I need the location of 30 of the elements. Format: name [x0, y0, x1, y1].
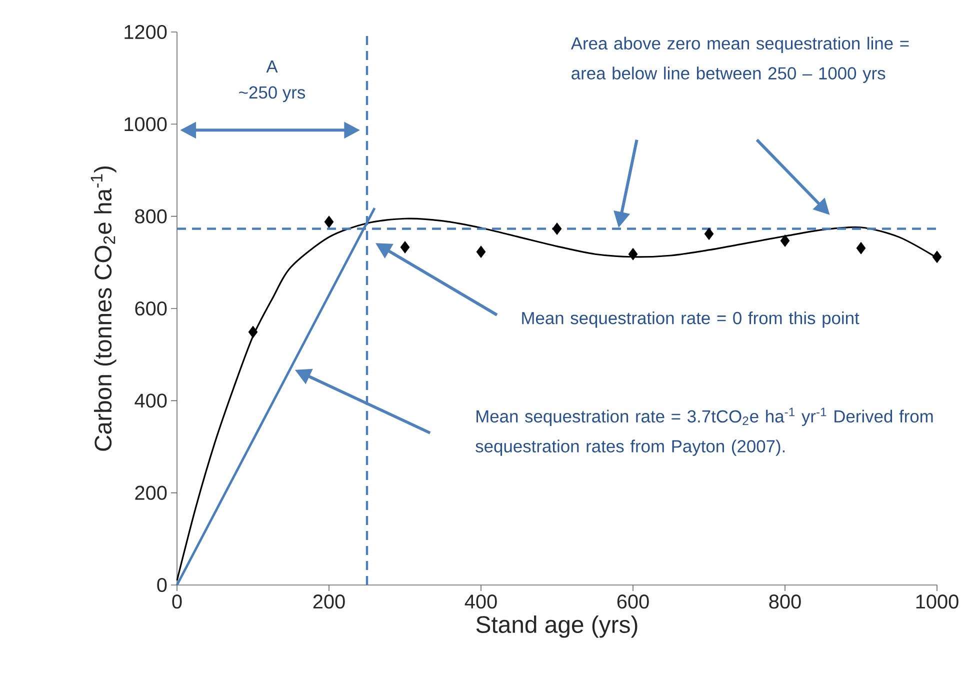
x-tick-label: 0: [172, 594, 182, 609]
y-tick-label: 800: [135, 209, 167, 224]
annotation: ~250 yrs: [239, 86, 306, 102]
y-tick-label: 200: [135, 486, 167, 500]
y-tick-label: 400: [134, 394, 167, 408]
y-tick-label: 0: [157, 578, 167, 592]
y-axis-title: Carbon (tonnes CO$_{2}$e ha$^{-1}$): [90, 166, 116, 451]
x-tick-label: 400: [464, 594, 497, 609]
point: [400, 241, 410, 254]
annotation: A: [266, 60, 278, 73]
annotation: Mean sequestration rate = 0 from this point: [522, 311, 860, 328]
point: [552, 222, 562, 235]
y-tick-label: 600: [135, 301, 167, 316]
point: [476, 246, 486, 258]
x-tick-label: 200: [313, 594, 345, 609]
y-tick-label: 1200: [124, 24, 167, 40]
point: [856, 242, 866, 254]
x-tick-label: 1000: [916, 594, 958, 609]
point: [628, 248, 638, 260]
point: [324, 216, 334, 228]
y-tick-label: 1000: [124, 117, 167, 132]
point: [704, 228, 714, 240]
point: [248, 326, 258, 338]
annotation: Area above zero mean sequestration line = area below line between 250 – 1000 yrs: [570, 36, 909, 83]
x-tick-label: 800: [769, 594, 801, 609]
x-axis-title: Stand age (yrs): [476, 615, 638, 638]
point: [932, 250, 942, 264]
point: [780, 234, 790, 247]
text: Mean sequestration rate = 3.7tCO$_{2}$e ha$^{-1}$ yr$^{-1}$ Derived from sequestration rates from Payton (2007).: [476, 408, 933, 456]
x-tick-label: 600: [617, 594, 649, 609]
